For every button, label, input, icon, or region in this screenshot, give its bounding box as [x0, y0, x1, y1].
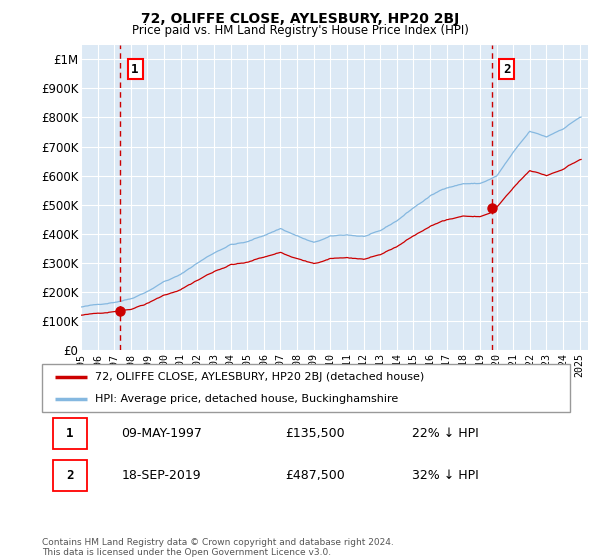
Text: 1: 1 [131, 63, 139, 76]
Text: £487,500: £487,500 [285, 469, 344, 482]
Bar [53, 460, 87, 491]
Text: 32% ↓ HPI: 32% ↓ HPI [412, 469, 478, 482]
Text: 2: 2 [503, 63, 511, 76]
Bar [53, 418, 87, 449]
Text: 1: 1 [66, 427, 73, 440]
Text: 2: 2 [66, 469, 73, 482]
Text: 72, OLIFFE CLOSE, AYLESBURY, HP20 2BJ: 72, OLIFFE CLOSE, AYLESBURY, HP20 2BJ [141, 12, 459, 26]
Text: HPI: Average price, detached house, Buckinghamshire: HPI: Average price, detached house, Buck… [95, 394, 398, 404]
Text: 72, OLIFFE CLOSE, AYLESBURY, HP20 2BJ (detached house): 72, OLIFFE CLOSE, AYLESBURY, HP20 2BJ (d… [95, 372, 424, 382]
Text: 22% ↓ HPI: 22% ↓ HPI [412, 427, 478, 440]
Text: £135,500: £135,500 [285, 427, 344, 440]
Text: Contains HM Land Registry data © Crown copyright and database right 2024.
This d: Contains HM Land Registry data © Crown c… [42, 538, 394, 557]
Text: 09-MAY-1997: 09-MAY-1997 [121, 427, 202, 440]
Text: 18-SEP-2019: 18-SEP-2019 [121, 469, 201, 482]
Text: Price paid vs. HM Land Registry's House Price Index (HPI): Price paid vs. HM Land Registry's House … [131, 24, 469, 37]
